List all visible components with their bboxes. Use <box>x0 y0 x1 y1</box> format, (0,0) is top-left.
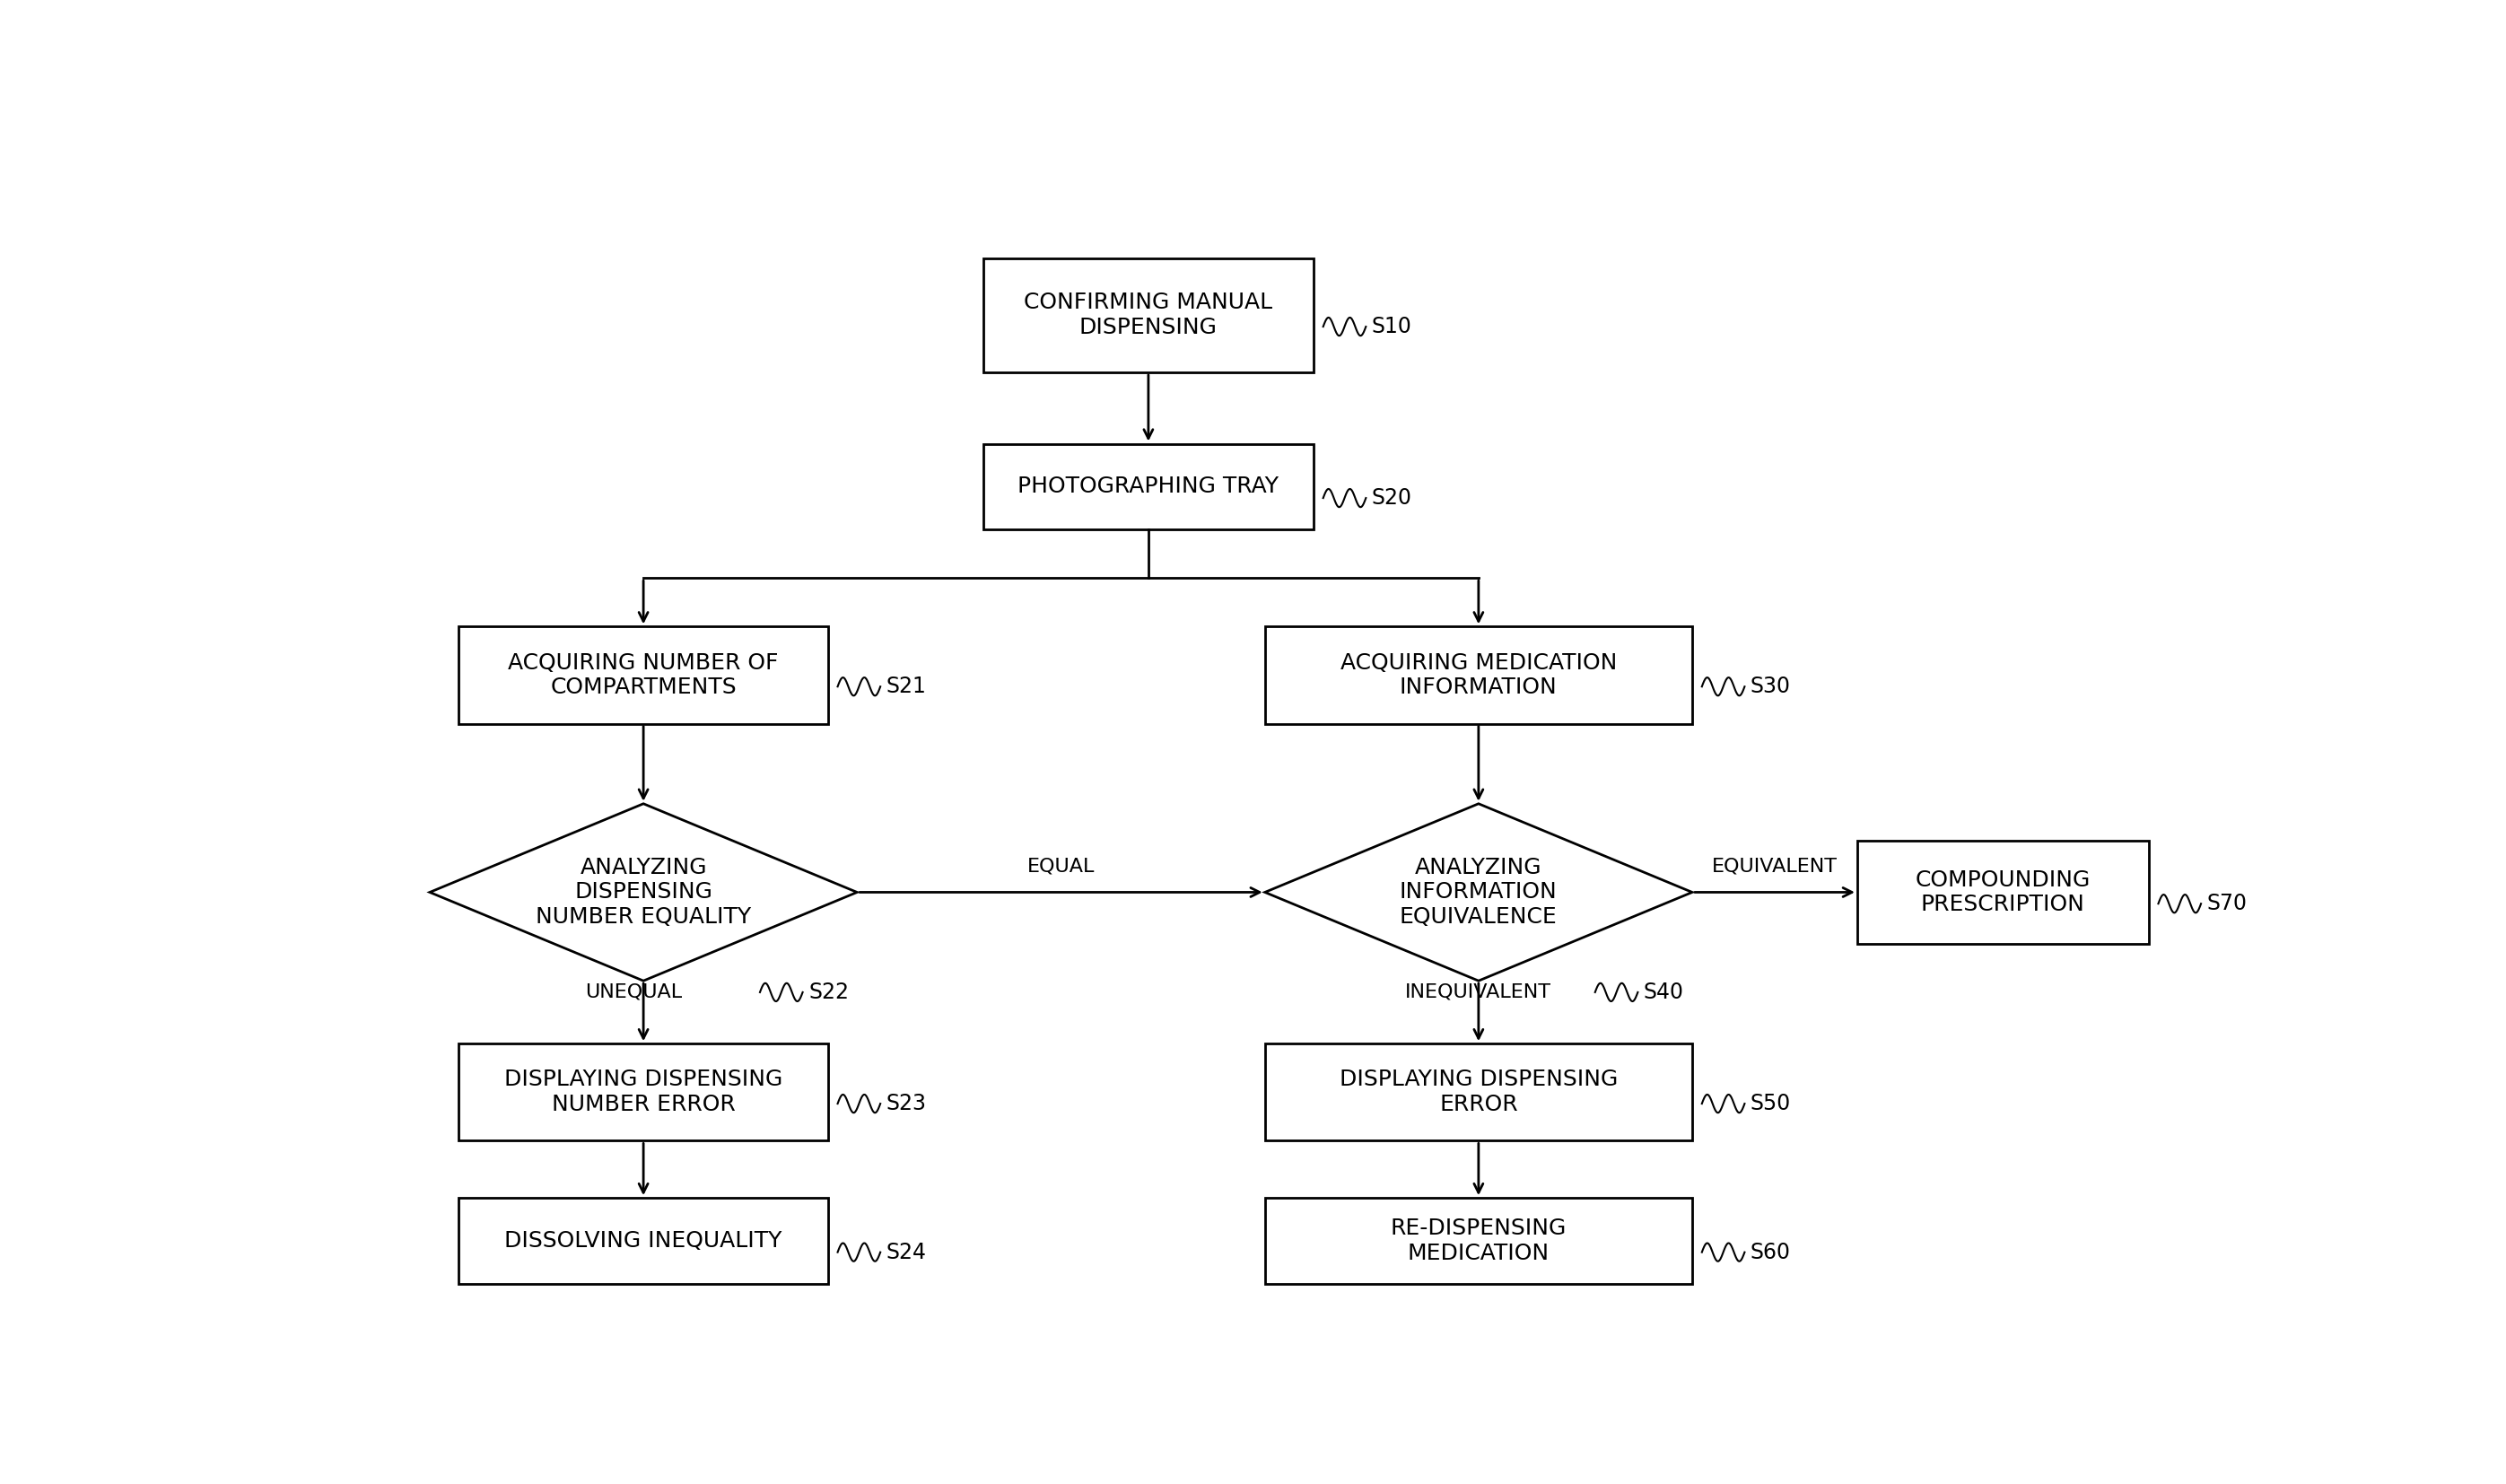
FancyBboxPatch shape <box>459 1198 827 1284</box>
Text: S70: S70 <box>2208 893 2248 914</box>
FancyBboxPatch shape <box>1266 1043 1692 1141</box>
Text: DISPLAYING DISPENSING
NUMBER ERROR: DISPLAYING DISPENSING NUMBER ERROR <box>504 1068 782 1116</box>
Text: ANALYZING
INFORMATION
EQUIVALENCE: ANALYZING INFORMATION EQUIVALENCE <box>1401 856 1556 928</box>
Text: S50: S50 <box>1752 1092 1792 1114</box>
FancyBboxPatch shape <box>1266 626 1692 724</box>
Text: S22: S22 <box>809 981 850 1003</box>
Text: DISSOLVING INEQUALITY: DISSOLVING INEQUALITY <box>504 1230 782 1251</box>
Text: CONFIRMING MANUAL
DISPENSING: CONFIRMING MANUAL DISPENSING <box>1025 292 1273 338</box>
FancyBboxPatch shape <box>459 1043 827 1141</box>
Text: EQUIVALENT: EQUIVALENT <box>1712 858 1837 876</box>
Text: INEQUIVALENT: INEQUIVALENT <box>1406 982 1551 1000</box>
Text: S20: S20 <box>1371 487 1411 509</box>
Polygon shape <box>431 804 857 981</box>
Text: S24: S24 <box>887 1242 927 1263</box>
FancyBboxPatch shape <box>459 626 827 724</box>
Text: S21: S21 <box>887 675 927 697</box>
Text: PHOTOGRAPHING TRAY: PHOTOGRAPHING TRAY <box>1017 476 1278 497</box>
Text: RE-DISPENSING
MEDICATION: RE-DISPENSING MEDICATION <box>1391 1217 1566 1264</box>
Text: ANALYZING
DISPENSING
NUMBER EQUALITY: ANALYZING DISPENSING NUMBER EQUALITY <box>536 856 752 928</box>
Text: UNEQUAL: UNEQUAL <box>586 982 682 1000</box>
FancyBboxPatch shape <box>1266 1198 1692 1284</box>
Text: ACQUIRING NUMBER OF
COMPARTMENTS: ACQUIRING NUMBER OF COMPARTMENTS <box>509 651 779 699</box>
Text: S23: S23 <box>887 1092 927 1114</box>
Text: COMPOUNDING
PRESCRIPTION: COMPOUNDING PRESCRIPTION <box>1915 870 2090 916</box>
Text: S30: S30 <box>1752 675 1792 697</box>
Polygon shape <box>1266 804 1692 981</box>
FancyBboxPatch shape <box>1857 841 2148 944</box>
FancyBboxPatch shape <box>982 444 1313 530</box>
FancyBboxPatch shape <box>982 258 1313 372</box>
Text: S10: S10 <box>1371 316 1411 337</box>
Text: ACQUIRING MEDICATION
INFORMATION: ACQUIRING MEDICATION INFORMATION <box>1341 651 1616 699</box>
Text: EQUAL: EQUAL <box>1027 858 1095 876</box>
Text: DISPLAYING DISPENSING
ERROR: DISPLAYING DISPENSING ERROR <box>1338 1068 1619 1116</box>
Text: S40: S40 <box>1644 981 1684 1003</box>
Text: S60: S60 <box>1752 1242 1792 1263</box>
